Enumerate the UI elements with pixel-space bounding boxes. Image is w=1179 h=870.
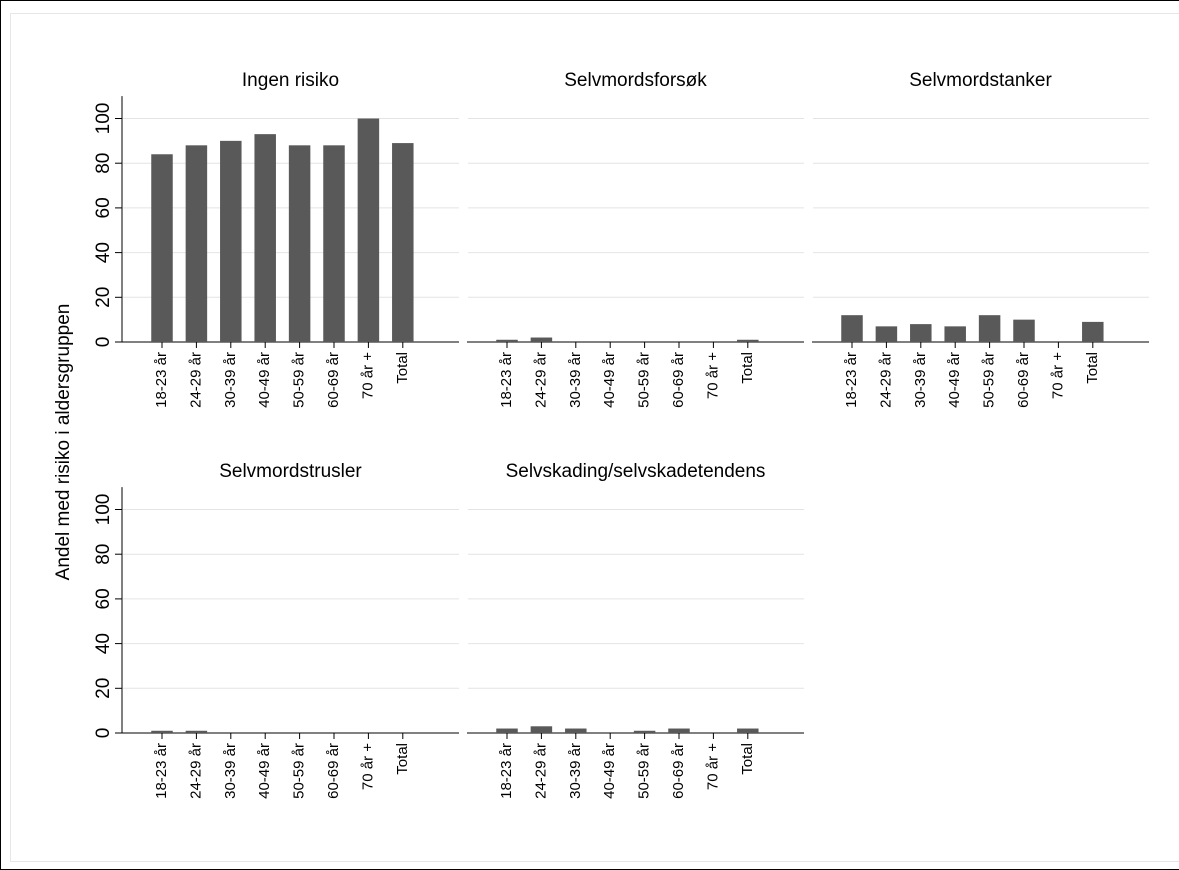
bar bbox=[151, 731, 173, 733]
x-tick-label: 24-29 år bbox=[532, 743, 549, 799]
x-tick-label: 60-69 år bbox=[325, 743, 342, 799]
bar bbox=[323, 145, 345, 342]
x-tick-label: 18-23 år bbox=[843, 352, 860, 408]
y-tick-label: 0 bbox=[93, 728, 114, 739]
panel-title: Selvmordsforsøk bbox=[564, 70, 707, 91]
bar bbox=[289, 145, 311, 342]
y-tick-label: 20 bbox=[93, 287, 114, 308]
bar bbox=[565, 729, 587, 733]
x-tick-label: 40-49 år bbox=[256, 743, 273, 799]
x-tick-label: 40-49 år bbox=[946, 352, 963, 408]
x-tick-label: 24-29 år bbox=[187, 352, 204, 408]
bar bbox=[1013, 320, 1035, 342]
x-tick-label: 60-69 år bbox=[325, 352, 342, 408]
x-tick-label: 50-59 år bbox=[636, 352, 653, 408]
y-tick-label: 60 bbox=[93, 197, 114, 218]
y-tick-label: 60 bbox=[93, 588, 114, 609]
bar bbox=[876, 326, 898, 342]
x-tick-label: 30-39 år bbox=[912, 352, 929, 408]
panel-title: Selvskading/selvskadetendens bbox=[506, 461, 766, 482]
x-tick-label: 24-29 år bbox=[187, 743, 204, 799]
x-tick-label: 40-49 år bbox=[256, 352, 273, 408]
x-tick-label: 40-49 år bbox=[601, 352, 618, 408]
bar bbox=[392, 143, 414, 342]
y-axis-label: Andel med risiko i aldersgruppen bbox=[53, 304, 74, 581]
x-tick-label: 60-69 år bbox=[1015, 352, 1032, 408]
x-tick-label: 60-69 år bbox=[670, 743, 687, 799]
bar bbox=[737, 340, 759, 342]
bar bbox=[737, 729, 759, 733]
x-tick-label: 24-29 år bbox=[532, 352, 549, 408]
bar bbox=[496, 729, 518, 733]
panel-title: Ingen risiko bbox=[242, 70, 339, 91]
bar bbox=[531, 338, 553, 342]
panel-title: Selvmordstrusler bbox=[219, 461, 362, 482]
x-tick-label: Total bbox=[739, 743, 756, 775]
x-tick-label: 70 år + bbox=[359, 743, 376, 790]
x-tick-label: 70 år + bbox=[704, 743, 721, 790]
bar bbox=[944, 326, 966, 342]
x-tick-label: 30-39 år bbox=[567, 352, 584, 408]
x-tick-label: 70 år + bbox=[359, 352, 376, 399]
x-tick-label: 24-29 år bbox=[877, 352, 894, 408]
bar bbox=[220, 141, 242, 342]
x-tick-label: 18-23 år bbox=[498, 352, 515, 408]
x-tick-label: 18-23 år bbox=[153, 352, 170, 408]
x-tick-label: 18-23 år bbox=[153, 743, 170, 799]
x-tick-label: 50-59 år bbox=[291, 743, 308, 799]
bar bbox=[254, 134, 276, 342]
x-tick-label: 70 år + bbox=[704, 352, 721, 399]
bar bbox=[1082, 322, 1104, 342]
x-tick-label: 30-39 år bbox=[222, 743, 239, 799]
x-tick-label: 30-39 år bbox=[222, 352, 239, 408]
bar bbox=[496, 340, 518, 342]
y-tick-label: 0 bbox=[93, 337, 114, 348]
x-tick-label: 40-49 år bbox=[601, 743, 618, 799]
panel-title: Selvmordstanker bbox=[909, 70, 1052, 91]
bar bbox=[186, 731, 208, 733]
bar bbox=[910, 324, 932, 342]
x-tick-label: Total bbox=[739, 352, 756, 384]
bar bbox=[151, 154, 173, 342]
bar bbox=[979, 315, 1001, 342]
y-tick-label: 20 bbox=[93, 678, 114, 699]
bar bbox=[531, 726, 553, 733]
x-tick-label: 50-59 år bbox=[636, 743, 653, 799]
x-tick-label: Total bbox=[394, 743, 411, 775]
x-tick-label: Total bbox=[1084, 352, 1101, 384]
x-tick-label: Total bbox=[394, 352, 411, 384]
y-tick-label: 40 bbox=[93, 242, 114, 263]
bar bbox=[634, 731, 656, 733]
x-tick-label: 50-59 år bbox=[981, 352, 998, 408]
y-tick-label: 100 bbox=[93, 103, 114, 135]
y-tick-label: 80 bbox=[93, 153, 114, 174]
x-tick-label: 70 år + bbox=[1049, 352, 1066, 399]
bar bbox=[358, 119, 380, 343]
bar bbox=[186, 145, 208, 342]
x-tick-label: 50-59 år bbox=[291, 352, 308, 408]
y-tick-label: 80 bbox=[93, 544, 114, 565]
x-tick-label: 18-23 år bbox=[498, 743, 515, 799]
bar bbox=[668, 729, 690, 733]
y-tick-label: 40 bbox=[93, 633, 114, 654]
x-tick-label: 30-39 år bbox=[567, 743, 584, 799]
y-tick-label: 100 bbox=[93, 494, 114, 526]
bar bbox=[841, 315, 863, 342]
x-tick-label: 60-69 år bbox=[670, 352, 687, 408]
